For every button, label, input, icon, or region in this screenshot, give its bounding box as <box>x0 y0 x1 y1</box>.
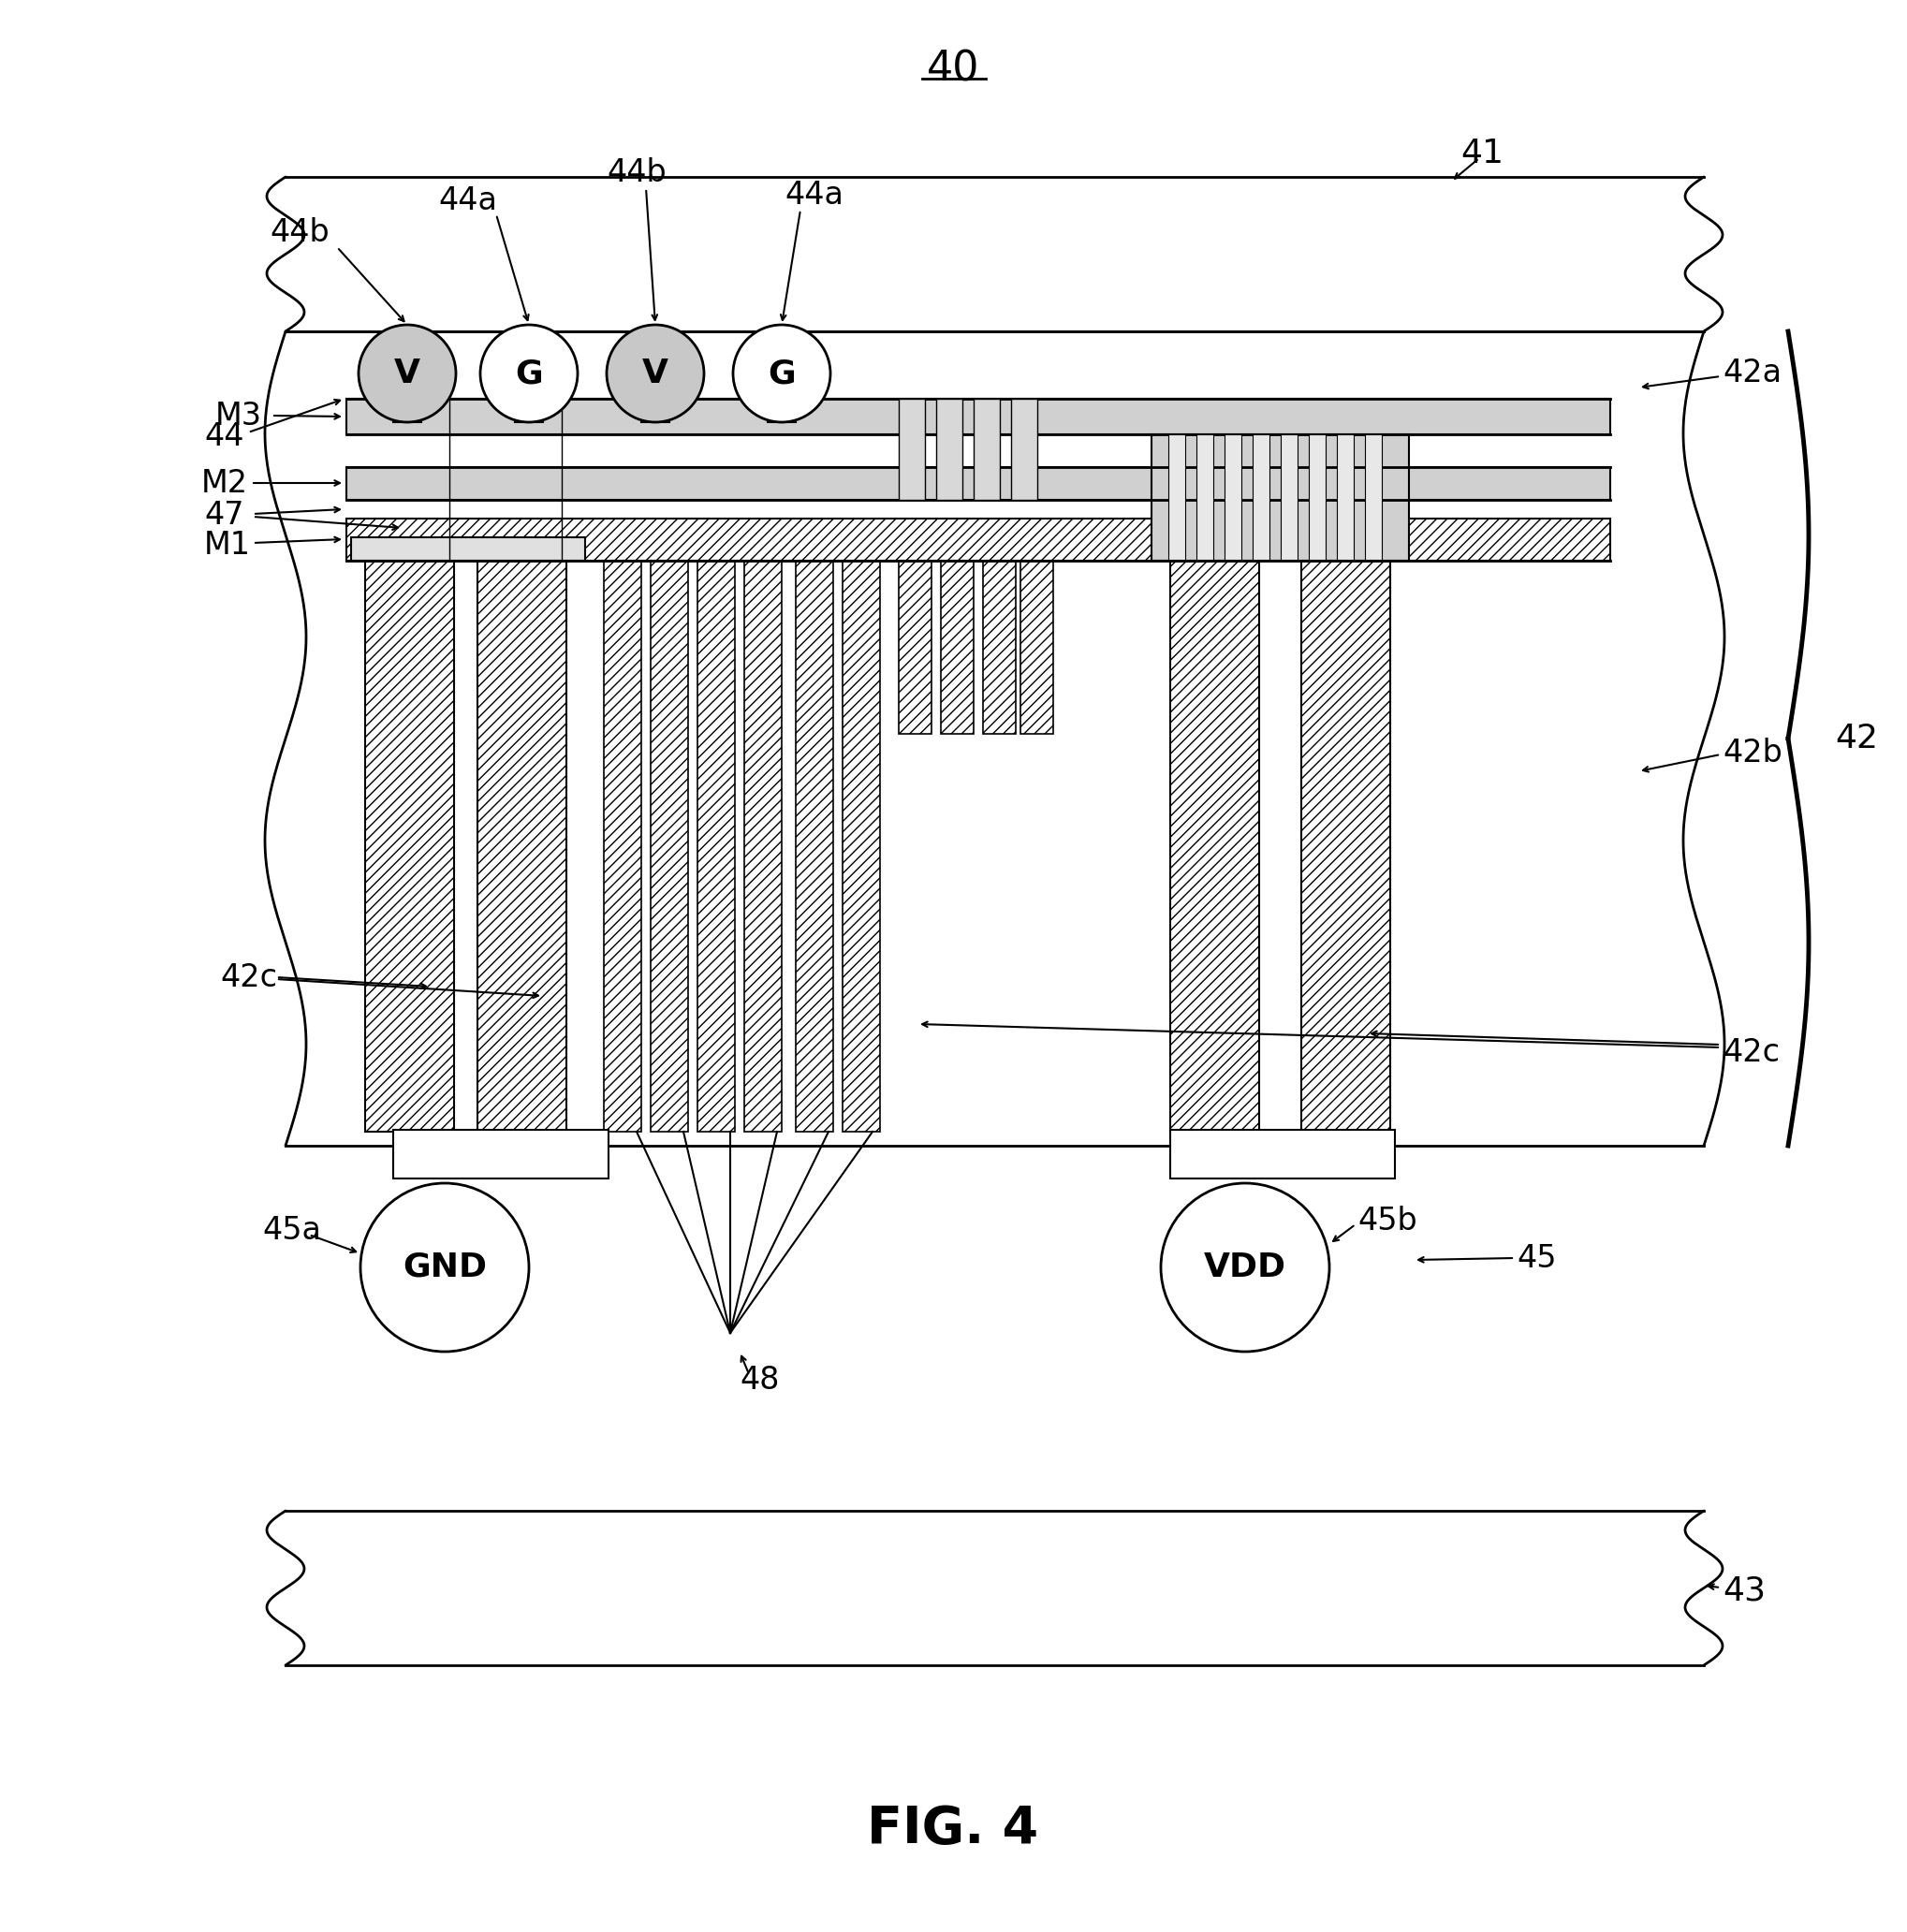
Text: 42a: 42a <box>1722 357 1781 388</box>
Circle shape <box>732 325 830 423</box>
Bar <box>1020 560 1053 734</box>
Bar <box>898 560 931 734</box>
Bar <box>843 560 879 1132</box>
Bar <box>1308 435 1325 560</box>
Text: 44: 44 <box>204 421 244 452</box>
Text: 47: 47 <box>204 500 244 531</box>
Text: FIG. 4: FIG. 4 <box>868 1804 1039 1855</box>
Bar <box>1196 435 1213 560</box>
Bar <box>940 560 974 734</box>
Bar <box>974 398 999 500</box>
Text: 45b: 45b <box>1358 1206 1417 1236</box>
Text: V: V <box>395 357 420 390</box>
Bar <box>898 398 925 500</box>
Text: 42b: 42b <box>1722 738 1783 769</box>
Bar <box>364 560 454 1132</box>
Text: 40: 40 <box>927 48 980 89</box>
Text: 45: 45 <box>1516 1242 1556 1273</box>
Bar <box>936 398 963 500</box>
Text: 44a: 44a <box>439 185 498 216</box>
Bar <box>515 398 543 423</box>
Circle shape <box>606 325 704 423</box>
Bar <box>698 560 734 1132</box>
Circle shape <box>481 325 578 423</box>
Bar <box>1171 560 1259 1132</box>
Bar <box>769 398 795 423</box>
Bar <box>1365 435 1383 560</box>
Text: 42: 42 <box>1835 723 1878 755</box>
Bar <box>1011 398 1037 500</box>
Bar <box>286 178 1703 332</box>
Bar <box>1224 435 1241 560</box>
Text: 44b: 44b <box>269 218 330 249</box>
Bar <box>1169 435 1186 560</box>
Bar <box>1253 435 1270 560</box>
Circle shape <box>1161 1182 1329 1352</box>
Bar <box>286 1511 1703 1665</box>
Bar <box>1171 1130 1394 1179</box>
Bar <box>286 332 1703 1146</box>
Circle shape <box>359 325 456 423</box>
Bar <box>605 560 641 1132</box>
Bar <box>347 518 1610 560</box>
Text: G: G <box>769 357 795 390</box>
Text: 42c: 42c <box>219 962 277 993</box>
Text: 44a: 44a <box>786 180 845 211</box>
Bar <box>393 1130 608 1179</box>
Bar <box>393 398 421 423</box>
Bar <box>982 560 1016 734</box>
Circle shape <box>360 1182 528 1352</box>
Text: 43: 43 <box>1722 1575 1766 1605</box>
Bar <box>477 560 566 1132</box>
Text: 44b: 44b <box>606 156 666 187</box>
Bar <box>1337 435 1354 560</box>
Bar <box>795 560 833 1132</box>
Text: M2: M2 <box>202 468 248 498</box>
Bar <box>1301 560 1390 1132</box>
Text: G: G <box>515 357 543 390</box>
Bar <box>641 398 669 423</box>
Text: 41: 41 <box>1461 137 1503 170</box>
Text: V: V <box>643 357 669 390</box>
Text: 45a: 45a <box>261 1215 320 1246</box>
Text: 48: 48 <box>740 1364 780 1395</box>
Text: M3: M3 <box>215 400 261 431</box>
Text: GND: GND <box>402 1252 486 1283</box>
Bar <box>1152 435 1409 560</box>
Bar <box>347 468 1610 500</box>
Text: M1: M1 <box>204 529 252 560</box>
Bar <box>744 560 782 1132</box>
Text: 42c: 42c <box>1722 1037 1779 1068</box>
Bar <box>351 537 585 560</box>
Text: VDD: VDD <box>1203 1252 1287 1283</box>
Bar <box>1282 435 1297 560</box>
Bar <box>650 560 688 1132</box>
Bar <box>347 398 1610 435</box>
